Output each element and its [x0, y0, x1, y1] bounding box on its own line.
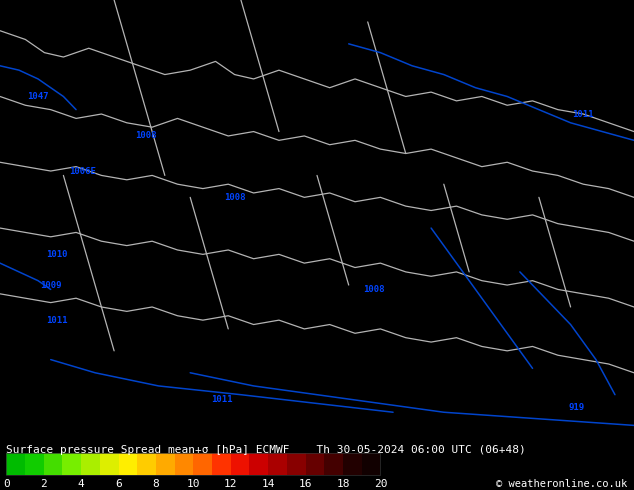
Text: 2: 2 [41, 479, 47, 489]
Bar [174, 453, 193, 474]
Bar [193, 453, 212, 474]
Bar [6, 453, 25, 474]
Bar [324, 453, 343, 474]
Text: 20: 20 [373, 479, 387, 489]
Text: 1011: 1011 [46, 316, 68, 325]
Bar [156, 453, 174, 474]
Bar [25, 453, 44, 474]
Text: 1008: 1008 [224, 193, 245, 202]
Text: 1011: 1011 [573, 110, 594, 119]
Text: Surface pressure Spread mean+σ [hPa] ECMWF    Th 30-05-2024 06:00 UTC (06+48): Surface pressure Spread mean+σ [hPa] ECM… [6, 445, 526, 455]
Bar [6, 453, 380, 474]
Text: 919: 919 [569, 403, 585, 413]
Bar [249, 453, 268, 474]
Text: 16: 16 [299, 479, 313, 489]
Bar [231, 453, 249, 474]
Text: 10: 10 [186, 479, 200, 489]
Text: 4: 4 [78, 479, 84, 489]
Text: 8: 8 [153, 479, 159, 489]
Bar [361, 453, 380, 474]
Bar [119, 453, 137, 474]
Text: 1011: 1011 [211, 394, 233, 404]
Bar [44, 453, 62, 474]
Text: 1006E: 1006E [69, 167, 96, 175]
Text: © weatheronline.co.uk: © weatheronline.co.uk [496, 479, 628, 489]
Text: 14: 14 [261, 479, 275, 489]
Bar [137, 453, 156, 474]
Bar [212, 453, 231, 474]
Text: 12: 12 [224, 479, 238, 489]
Text: 1009: 1009 [40, 281, 61, 290]
Bar [287, 453, 306, 474]
Text: 18: 18 [336, 479, 350, 489]
Bar [100, 453, 119, 474]
Bar [343, 453, 361, 474]
Bar [62, 453, 81, 474]
Text: 1008: 1008 [363, 285, 385, 294]
Bar [306, 453, 324, 474]
Text: 6: 6 [115, 479, 122, 489]
Text: 1008: 1008 [135, 131, 157, 141]
Bar [268, 453, 287, 474]
Bar [81, 453, 100, 474]
Text: 1010: 1010 [46, 250, 68, 259]
Text: 0: 0 [3, 479, 10, 489]
Text: 1047: 1047 [27, 92, 49, 101]
